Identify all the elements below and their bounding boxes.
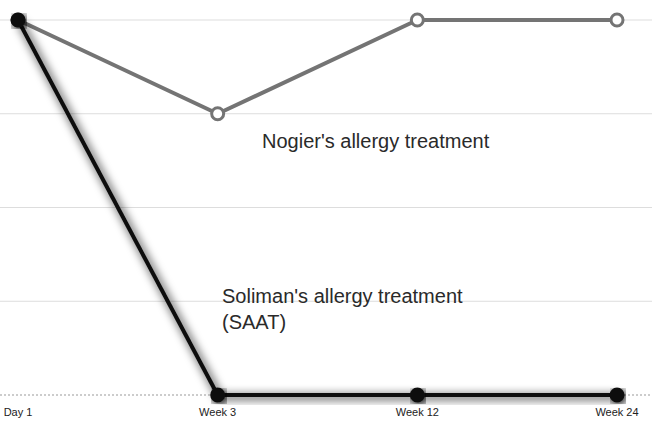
series-marker [212, 108, 224, 120]
series-marker [411, 14, 423, 26]
x-tick-label: Week 12 [396, 406, 439, 418]
label-line: (SAAT) [222, 311, 286, 333]
series-marker [12, 14, 24, 26]
label-line: Soliman's allergy treatment [222, 285, 463, 307]
series-line [18, 20, 617, 395]
grid-line [0, 113, 652, 114]
label-line: Nogier's allergy treatment [262, 130, 490, 152]
x-tick-label: Week 3 [199, 406, 236, 418]
x-tick-label: Week 24 [595, 406, 638, 418]
chart: Day 1 Week 3 Week 12 Week 24 Nogier's allerg… [0, 0, 652, 427]
grid-line [0, 207, 652, 208]
series-marker [12, 14, 24, 26]
plot-marks [12, 14, 623, 401]
series-marker [611, 14, 623, 26]
x-tick-label: Day 1 [4, 406, 33, 418]
series-marker [611, 389, 623, 401]
series-marker [212, 389, 224, 401]
series-label: Nogier's allergy treatment [262, 130, 490, 152]
series-marker [411, 389, 423, 401]
series-label: Soliman's allergy treatment (SAAT) [222, 285, 463, 333]
series-line [18, 20, 617, 114]
